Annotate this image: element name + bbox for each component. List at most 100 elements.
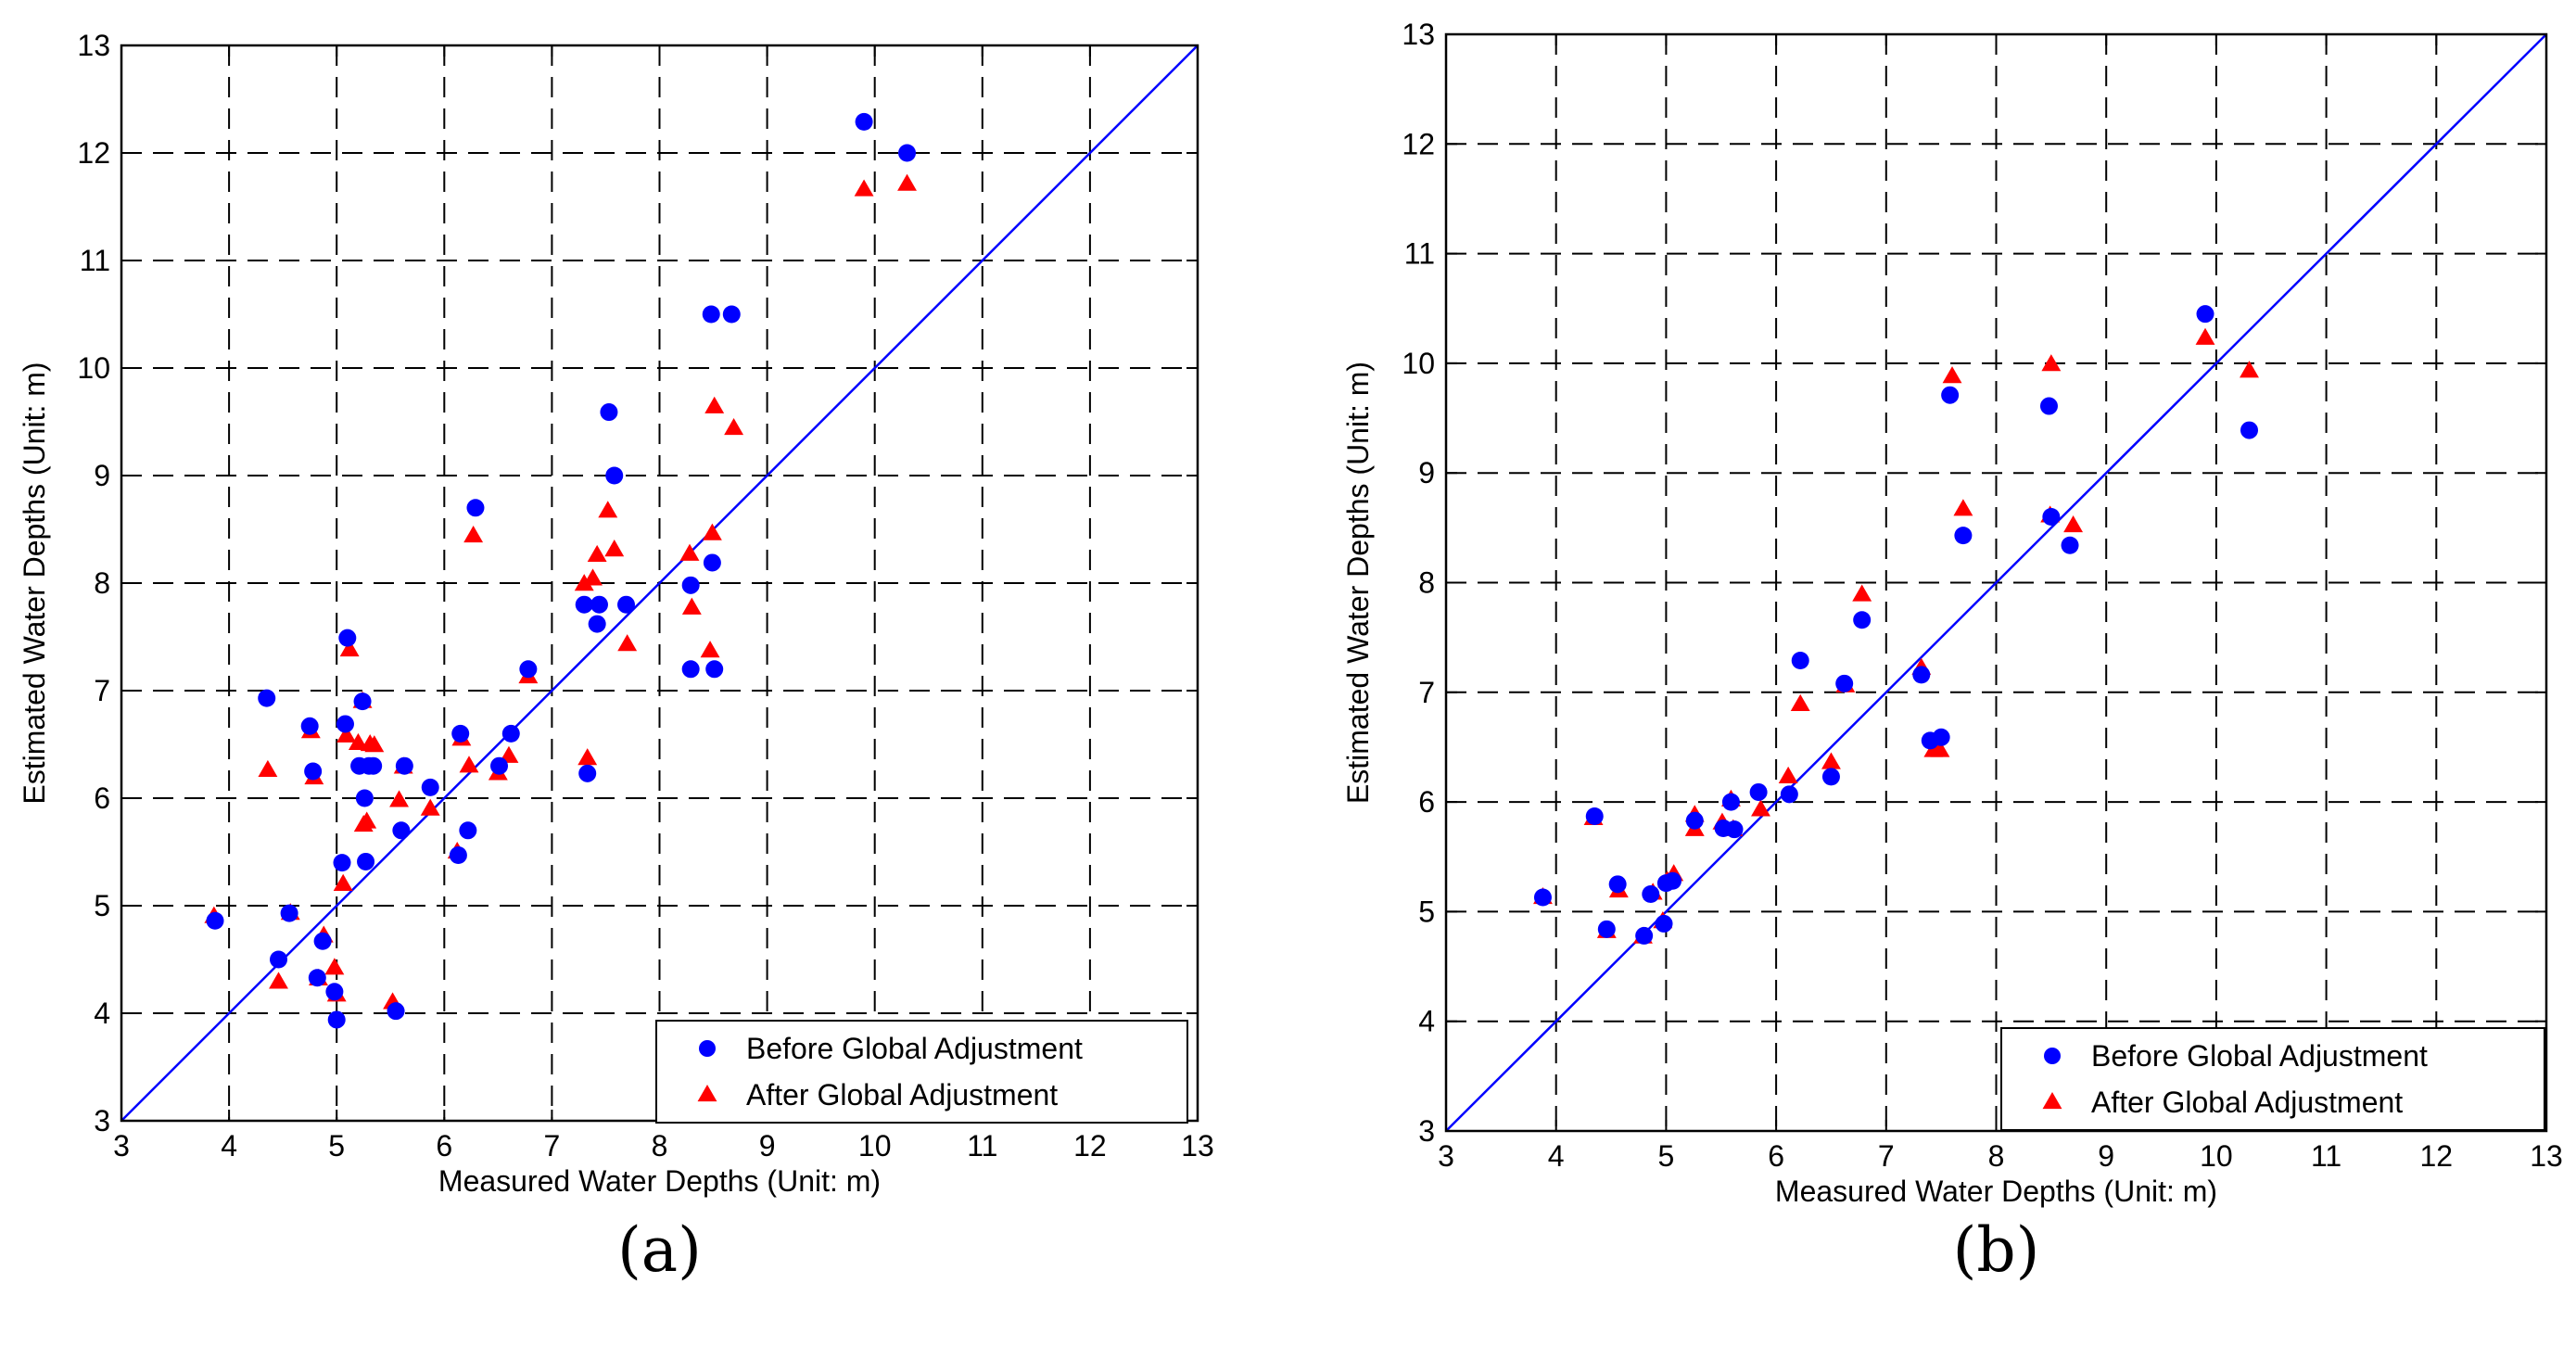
after-adjustment-point [604,540,625,557]
before-adjustment-point [466,499,485,517]
before-adjustment-point [722,305,741,324]
before-adjustment-point [355,789,374,807]
after-adjustment-point [1953,499,1973,516]
x-tick-label: 10 [2200,1139,2233,1173]
y-tick-label: 11 [80,244,110,277]
before-adjustment-point [1533,888,1552,907]
before-adjustment-point [575,595,593,614]
before-adjustment-point [490,756,509,775]
before-adjustment-point [2196,305,2214,324]
y-axis-label: Estimated Water Depths (Unit: m) [18,362,51,804]
y-tick-label: 3 [94,1104,110,1137]
before-adjustment-point [2061,536,2079,554]
before-adjustment-point [1635,926,1654,945]
y-tick-label: 12 [1402,127,1435,160]
scatter-plot-a: 3 4 5 6 7 8 9 10 11 12 13 3 4 5 6 7 8 9 10 11 12 13 Measured… [18,29,1214,1286]
y-tick-label: 10 [1402,347,1435,380]
after-adjustment-point [679,543,700,561]
before-adjustment-point [1585,807,1604,825]
after-adjustment-point [702,523,722,540]
after-adjustment-point [389,790,409,807]
after-adjustment-point [2195,327,2215,345]
after-adjustment-point [854,179,874,197]
after-adjustment-point [1790,693,1810,711]
panel-label: (b) [1953,1214,2040,1286]
before-adjustment-point [1835,674,1854,692]
legend: Before Global Adjustment After Global Ad… [2000,1027,2545,1131]
before-adjustment-point [1791,651,1809,669]
y-tick-label: 11 [1404,237,1435,271]
after-adjustment-point [258,759,278,777]
before-adjustment-point [327,1010,346,1029]
before-adjustment-point [2042,508,2061,527]
before-adjustment-point [898,144,917,162]
identity-line [1445,33,2547,1132]
x-tick-label: 9 [2098,1139,2114,1173]
y-axis-label: Estimated Water Depths (Unit: m) [1341,362,1375,804]
after-adjustment-point [598,501,618,518]
y-tick-label: 6 [1418,785,1435,819]
after-adjustment-point [1852,584,1872,602]
after-adjustment-point [459,756,479,773]
before-adjustment-point [421,778,439,796]
y-tick-label: 7 [1418,676,1435,709]
before-adjustment-point [449,845,467,864]
before-adjustment-point [1780,785,1798,804]
before-adjustment-point [270,950,288,969]
y-tick-label: 9 [1418,456,1435,489]
before-adjustment-point [702,305,720,324]
legend-box [2000,1027,2545,1131]
x-tick-label: 12 [2420,1139,2454,1173]
before-adjustment-point [353,692,372,711]
before-adjustment-point [338,629,357,647]
y-tick-label: 13 [77,29,110,62]
x-tick-label: 6 [436,1129,452,1162]
before-adjustment-point [617,595,636,614]
before-adjustment-point [325,983,344,1001]
after-adjustment-point [333,873,353,891]
before-adjustment-point [308,969,326,987]
after-adjustment-point [2063,514,2084,533]
x-tick-label: 4 [221,1129,237,1162]
after-adjustment-point [1778,766,1798,784]
before-adjustment-point [304,762,323,781]
y-tick-label: 9 [94,459,110,492]
scatter-plot-b: 3 4 5 6 7 8 9 10 11 12 13 3 4 5 6 7 8 9 10 11 12 13 Measured… [1341,18,2563,1286]
before-adjustment-point [1664,871,1682,890]
before-adjustment-point [519,660,538,679]
before-adjustment-point [392,821,411,840]
before-adjustment-point [855,112,873,131]
before-adjustment-point [300,717,319,735]
y-tick-label: 8 [94,566,110,600]
before-adjustment-point [333,854,351,872]
after-adjustment-point [897,173,917,191]
y-tick-label: 12 [77,136,110,170]
before-adjustment-point [681,576,700,594]
x-axis-label: Measured Water Depths (Unit: m) [438,1164,881,1198]
x-tick-label: 7 [544,1129,561,1162]
identity-line [121,44,1199,1122]
before-adjustment-point [1749,782,1768,801]
x-tick-label: 12 [1073,1129,1107,1162]
x-axis-label: Measured Water Depths (Unit: m) [1775,1175,2217,1208]
x-tick-label: 11 [967,1129,997,1162]
before-adjustment-point [1655,914,1673,933]
before-adjustment-point [1642,884,1660,903]
before-adjustment-point [1725,820,1744,839]
before-adjustment-point [280,904,298,922]
before-adjustment-point [1721,793,1740,811]
after-adjustment-point [574,574,594,591]
x-tick-label: 7 [1878,1139,1895,1173]
after-adjustment-point [704,396,725,413]
legend-label-after: After Global Adjustment [746,1078,1058,1112]
x-tick-label: 13 [1181,1129,1214,1162]
legend-marker-after [2042,1092,2062,1110]
after-adjustment-point [348,732,368,750]
before-adjustment-point [258,689,276,707]
before-adjustment-point [1608,875,1627,894]
before-adjustment-point [501,724,520,743]
x-tick-label: 8 [652,1129,668,1162]
before-adjustment-point [1954,527,1973,545]
before-adjustment-point [387,1002,405,1021]
before-adjustment-point [681,660,700,679]
